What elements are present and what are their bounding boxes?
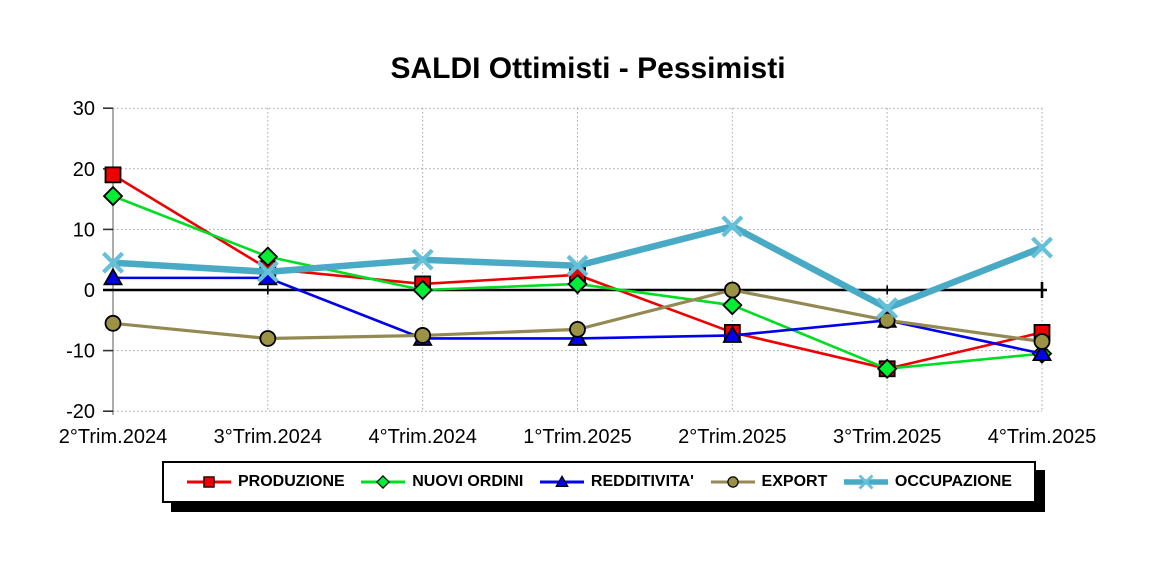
data-point-nuovi-ordini <box>412 279 433 301</box>
legend-label-export: EXPORT <box>761 473 828 490</box>
x-axis-label: 2°Trim.2025 <box>678 426 786 448</box>
legend-swatch-produzione <box>187 476 231 488</box>
legend: PRODUZIONE NUOVI ORDINI REDDITIVITA' EXPORT… <box>162 461 1036 503</box>
legend-item-nuovi-ordini: NUOVI ORDINI <box>360 472 523 492</box>
legend-swatch-export <box>710 476 755 488</box>
x-axis-label: 3°Trim.2024 <box>214 426 322 448</box>
plot-area: 30 20 10 0 -10 -20 2°Trim.2024 3°Trim.2024 4°Tri… <box>59 98 1096 448</box>
legend-item-redditivita: REDDITIVITA' <box>539 472 694 492</box>
legend-marker-export <box>726 476 739 488</box>
data-point-export <box>259 330 277 347</box>
legend-swatch-nuovi-ordini <box>361 475 406 489</box>
data-point-occupazione <box>876 297 899 320</box>
data-point-nuovi-ordini <box>722 294 743 316</box>
legend-swatch-redditivita <box>539 474 584 488</box>
data-point-occupazione <box>1031 236 1053 259</box>
legend-marker-nuovi-ordini <box>376 475 391 489</box>
y-axis-label: -20 <box>66 401 95 423</box>
legend-item-occupazione: OCCUPAZIONE <box>843 472 1012 492</box>
data-point-redditivita <box>102 267 124 286</box>
data-point-nuovi-ordini <box>102 185 124 207</box>
data-point-produzione <box>104 166 122 184</box>
legend-label-redditivita: REDDITIVITA' <box>590 473 694 490</box>
x-axis-label: 4°Trim.2025 <box>988 426 1096 448</box>
chart-title: SALDI Ottimisti - Pessimisti <box>390 52 786 85</box>
y-axis-label: 10 <box>73 219 95 241</box>
legend-marker-occupazione <box>858 474 874 490</box>
x-axis-label: 4°Trim.2024 <box>368 426 476 448</box>
y-axis-label: -10 <box>66 341 95 363</box>
data-point-export <box>723 281 741 299</box>
legend-swatch-occupazione <box>843 474 888 490</box>
x-axis-label: 3°Trim.2025 <box>833 426 941 448</box>
data-point-occupazione <box>566 254 589 277</box>
data-point-redditivita <box>1031 343 1053 362</box>
data-point-occupazione <box>102 251 124 274</box>
legend-marker-redditivita <box>555 474 569 488</box>
legend-marker-produzione <box>203 476 215 488</box>
data-point-occupazione <box>721 215 744 238</box>
legend-item-produzione: PRODUZIONE <box>186 472 345 492</box>
data-point-nuovi-ordini <box>567 273 588 295</box>
legend-label-nuovi-ordini: NUOVI ORDINI <box>412 473 524 490</box>
x-axis-label: 2°Trim.2024 <box>59 426 167 448</box>
legend-label-occupazione: OCCUPAZIONE <box>894 473 1012 490</box>
data-point-export <box>104 314 122 332</box>
y-axis-label: 20 <box>73 159 95 181</box>
data-point-export <box>569 320 586 338</box>
data-point-export <box>1033 333 1051 350</box>
data-point-export <box>414 327 432 344</box>
data-point-export <box>878 311 896 329</box>
data-point-occupazione <box>256 260 279 283</box>
data-point-redditivita <box>722 325 743 343</box>
data-point-nuovi-ordini <box>257 246 279 267</box>
x-axis-label: 1°Trim.2025 <box>523 426 631 448</box>
y-axis-label: 0 <box>84 280 95 302</box>
data-point-occupazione <box>411 248 434 271</box>
legend-label-produzione: PRODUZIONE <box>238 473 345 490</box>
legend-item-export: EXPORT <box>710 472 828 492</box>
data-point-nuovi-ordini <box>876 358 898 380</box>
y-axis-label: 30 <box>73 98 95 120</box>
